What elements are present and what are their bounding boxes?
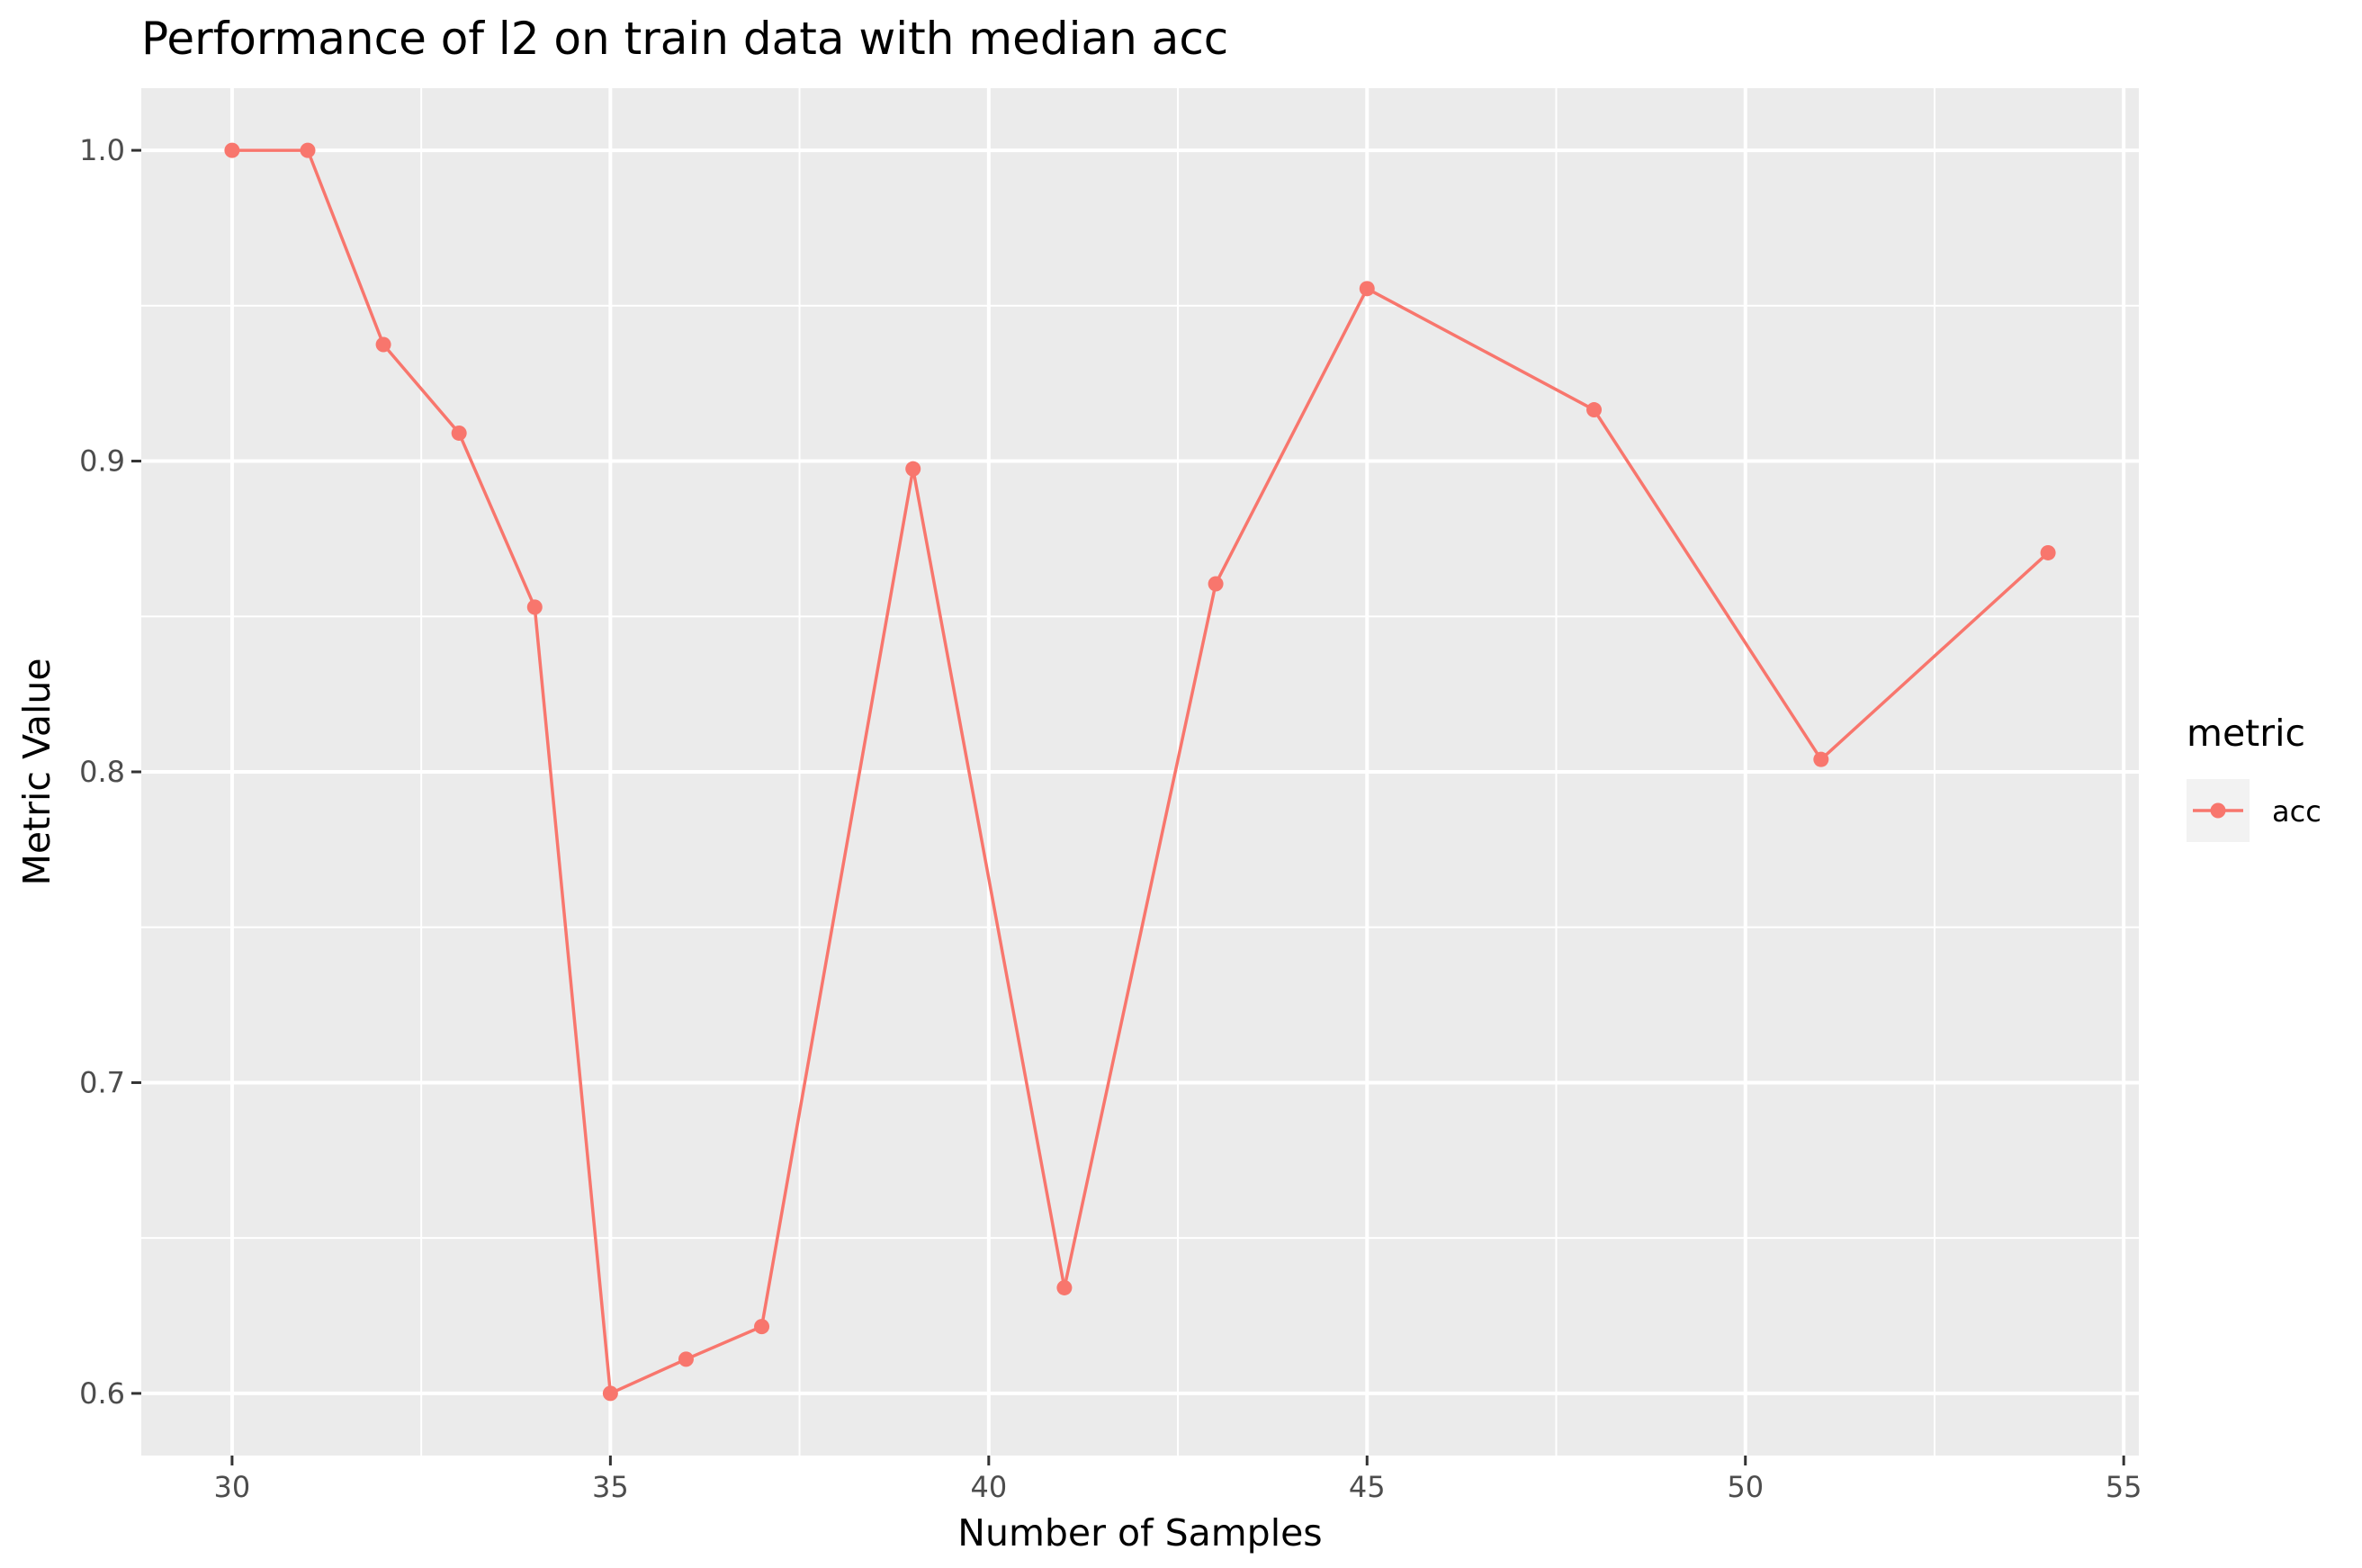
y-axis-title: Metric Value (15, 658, 58, 885)
data-point (678, 1351, 694, 1367)
legend-key-point (2210, 802, 2226, 819)
x-tick-label: 50 (1727, 1470, 1764, 1504)
x-axis-title: Number of Samples (957, 1511, 1322, 1555)
data-point (526, 599, 543, 615)
x-axis-ticks: 30 35 40 45 50 55 (214, 1456, 2142, 1504)
major-gridlines (141, 88, 2139, 1456)
data-point (602, 1385, 618, 1402)
x-tick-label: 55 (2106, 1470, 2142, 1504)
data-point (754, 1319, 770, 1335)
legend-items: acc (2187, 779, 2322, 842)
data-point (1208, 576, 1224, 592)
y-tick-label: 0.8 (79, 755, 125, 789)
y-tick-label: 0.7 (79, 1065, 125, 1099)
data-point (300, 142, 316, 158)
series-layer (224, 142, 2056, 1402)
x-tick-label: 35 (592, 1470, 629, 1504)
y-axis-ticks: 0.6 0.7 0.8 0.9 1.0 (79, 133, 141, 1411)
x-tick-label: 40 (970, 1470, 1007, 1504)
data-point (1586, 402, 1603, 418)
y-tick-label: 0.9 (79, 444, 125, 479)
data-point (451, 425, 467, 441)
y-tick-label: 1.0 (79, 133, 125, 167)
data-point (905, 461, 921, 477)
chart-title: Performance of l2 on train data with med… (141, 13, 1228, 65)
y-tick-label: 0.6 (79, 1376, 125, 1411)
data-point (1813, 751, 1829, 767)
legend-title: metric (2187, 712, 2305, 755)
data-point (375, 336, 391, 353)
legend: metric acc (2187, 712, 2322, 842)
data-point (2040, 544, 2056, 560)
data-point (224, 142, 240, 158)
legend-label: acc (2272, 794, 2322, 829)
x-tick-label: 30 (214, 1470, 251, 1504)
x-tick-label: 45 (1349, 1470, 1386, 1504)
data-point (1056, 1279, 1073, 1295)
data-point (1359, 281, 1375, 297)
